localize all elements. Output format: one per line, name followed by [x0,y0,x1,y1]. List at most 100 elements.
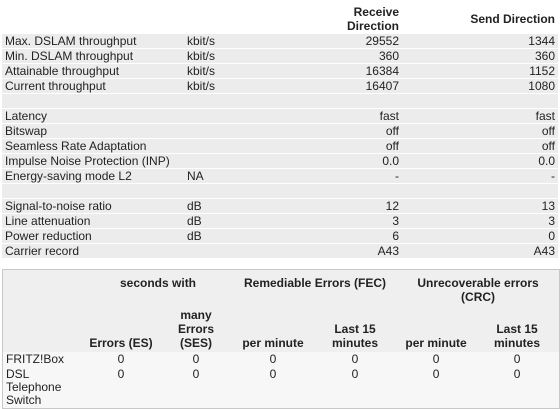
empty [184,5,300,33]
data-row: Latency fast fast [2,109,558,123]
send-value: off [402,139,558,153]
unit [184,244,300,258]
error-value: 0 [159,367,234,408]
row-label: Impulse Noise Protection (INP) [2,154,184,168]
row-label: Carrier record [2,244,184,258]
send-value: 1152 [402,64,558,78]
header-row: Receive Direction Send Direction [2,5,558,33]
receive-value: 16407 [300,79,402,93]
unit: dB [184,229,300,243]
row-label: Current throughput [2,79,184,93]
send-value: 0.0 [402,154,558,168]
unit [184,109,300,123]
sub-header: many Errors (SES) [159,306,234,352]
spacer [2,94,558,108]
data-row: Current throughput kbit/s 16407 1080 [2,79,558,93]
sub-header: Last 15 minutes [313,306,398,352]
group-header: Unrecoverable errors (CRC) [397,270,560,306]
receive-value: 6 [300,229,402,243]
error-value: 0 [83,352,159,367]
receive-value: off [300,124,402,138]
receive-value: 29552 [300,34,402,48]
data-row: Bitswap off off [2,124,558,138]
error-value: 0 [83,367,159,408]
error-value: 0 [313,352,398,367]
sub-header: per minute [233,306,314,352]
error-value: 0 [397,352,476,367]
data-row: Line attenuation dB 3 3 [2,214,558,228]
receive-value: - [300,169,402,183]
receive-value: 16384 [300,64,402,78]
column-header: Send Direction [402,5,558,33]
send-value: - [402,169,558,183]
sub-header: Errors (ES) [83,306,159,352]
data-row: Min. DSLAM throughput kbit/s 360 360 [2,49,558,63]
spacer [2,184,558,198]
row-label: Power reduction [2,229,184,243]
row-label: Seamless Rate Adaptation [2,139,184,153]
row-label: Latency [2,109,184,123]
error-value: 0 [233,352,314,367]
unit [184,139,300,153]
send-value: 13 [402,199,558,213]
send-value: 360 [402,49,558,63]
send-value: 0 [402,229,558,243]
unit: kbit/s [184,49,300,63]
send-value: 1080 [402,79,558,93]
send-value: 1344 [402,34,558,48]
unit: kbit/s [184,79,300,93]
receive-value: fast [300,109,402,123]
row-label: Line attenuation [2,214,184,228]
row-label: Min. DSLAM throughput [2,49,184,63]
error-row: DSL Telephone Switch 0 0 0 0 0 0 [3,367,560,408]
send-value: off [402,124,558,138]
send-value: A43 [402,244,558,258]
data-row: Seamless Rate Adaptation off off [2,139,558,153]
unit: kbit/s [184,64,300,78]
row-label: Attainable throughput [2,64,184,78]
column-header: Receive Direction [300,5,402,33]
unit: dB [184,199,300,213]
receive-value: 3 [300,214,402,228]
unit: dB [184,214,300,228]
sub-header: per minute [397,306,476,352]
sub-header-row: Errors (ES) many Errors (SES) per minute La… [3,306,560,352]
receive-value: off [300,139,402,153]
row-label: DSL Telephone Switch [3,367,83,408]
spacer-row [2,94,558,108]
send-value: 3 [402,214,558,228]
error-value: 0 [475,367,560,408]
receive-value: 360 [300,49,402,63]
error-table: seconds with Remediable Errors (FEC) Unr… [2,269,560,409]
unit [184,154,300,168]
error-value: 0 [233,367,314,408]
data-row: Power reduction dB 6 0 [2,229,558,243]
error-value: 0 [159,352,234,367]
empty [2,5,184,33]
error-value: 0 [475,352,560,367]
row-label: Signal-to-noise ratio [2,199,184,213]
group-header-row: seconds with Remediable Errors (FEC) Unr… [3,270,560,306]
error-value: 0 [313,367,398,408]
data-row: Max. DSLAM throughput kbit/s 29552 1344 [2,34,558,48]
data-row: Impulse Noise Protection (INP) 0.0 0.0 [2,154,558,168]
row-label: Energy-saving mode L2 [2,169,184,183]
line-table: Receive Direction Send Direction Max. DS… [2,4,558,259]
send-value: fast [402,109,558,123]
data-row: Signal-to-noise ratio dB 12 13 [2,199,558,213]
unit [184,124,300,138]
row-label: Bitswap [2,124,184,138]
row-label: Max. DSLAM throughput [2,34,184,48]
error-value: 0 [397,367,476,408]
receive-value: 0.0 [300,154,402,168]
row-label: FRITZ!Box [3,352,83,367]
empty [3,270,83,306]
error-row: FRITZ!Box 0 0 0 0 0 0 [3,352,560,367]
data-row: Attainable throughput kbit/s 16384 1152 [2,64,558,78]
group-header: seconds with [83,270,234,306]
spacer-row [2,184,558,198]
receive-value: A43 [300,244,402,258]
unit: kbit/s [184,34,300,48]
unit: NA [184,169,300,183]
